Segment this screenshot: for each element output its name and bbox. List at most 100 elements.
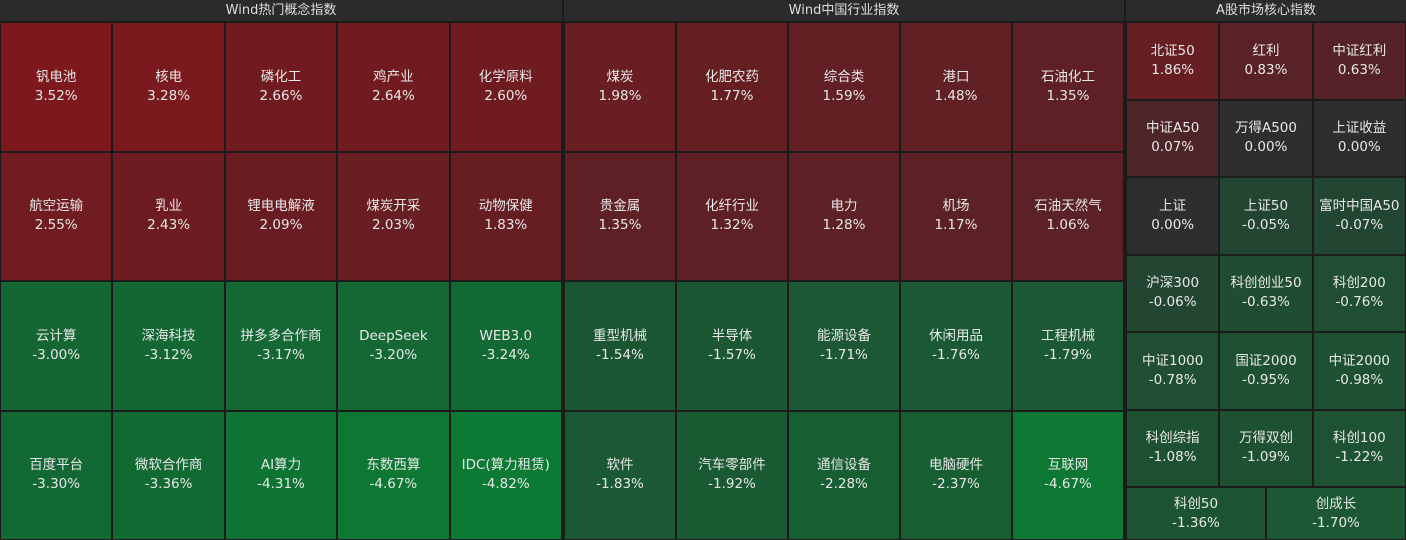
tile-change: -1.54% <box>596 346 644 363</box>
tile-name: 创成长 <box>1315 495 1357 512</box>
tile: 化肥农药 1.77% <box>676 22 788 152</box>
tile-name: 综合类 <box>823 68 865 85</box>
tile-name: 百度平台 <box>29 457 84 474</box>
tile-name: IDC(算力租赁) <box>461 457 550 474</box>
tile-change: -3.00% <box>32 346 81 363</box>
tile: 科创100 -1.22% <box>1312 409 1406 487</box>
tile: 综合类 1.59% <box>788 22 900 152</box>
tile: 万得双创 -1.09% <box>1219 409 1313 487</box>
tile-change: 0.00% <box>1244 139 1288 156</box>
tile-change: 1.17% <box>934 217 978 234</box>
tile-change: -3.20% <box>369 346 418 363</box>
tile: 鸡产业 2.64% <box>337 22 450 152</box>
tile: 国证2000 -0.95% <box>1219 332 1313 410</box>
tile-name: 国证2000 <box>1235 352 1297 369</box>
tile: 北证50 1.86% <box>1126 22 1220 100</box>
tile: 万得A500 0.00% <box>1219 99 1313 177</box>
tile-change: 2.64% <box>371 87 415 104</box>
tile-change: -0.63% <box>1242 294 1290 311</box>
tile-name: 微软合作商 <box>134 457 203 474</box>
tile-name: 中证1000 <box>1141 352 1204 369</box>
tile-change: -1.70% <box>1312 514 1360 531</box>
tile-name: 磷化工 <box>260 68 302 85</box>
tile-name: 化纤行业 <box>705 198 759 215</box>
tile-change: -1.76% <box>932 346 980 363</box>
tile-name: 万得A500 <box>1234 120 1297 137</box>
tile: IDC(算力租赁) -4.82% <box>449 410 562 540</box>
tile-change: 1.35% <box>1046 87 1090 104</box>
tile: 上证 0.00% <box>1126 177 1220 255</box>
tile-name: 科创100 <box>1332 430 1386 447</box>
tile-change: 1.77% <box>710 87 754 104</box>
tile-change: -2.28% <box>820 476 868 493</box>
tile-name: 万得双创 <box>1238 430 1293 447</box>
tile-change: -4.31% <box>257 476 305 493</box>
tile-name: 中证红利 <box>1332 42 1387 59</box>
tile-change: -3.12% <box>144 346 193 363</box>
tile-change: 3.52% <box>34 87 78 104</box>
tile-change: 0.00% <box>1151 216 1195 233</box>
tile: 锂电电解液 2.09% <box>224 151 338 281</box>
tile-name: DeepSeek <box>359 327 428 344</box>
tile: 中证红利 0.63% <box>1312 22 1406 100</box>
tile-change: -1.71% <box>820 346 868 363</box>
tile-name: 中证A50 <box>1145 120 1200 137</box>
tile-change: -1.22% <box>1335 449 1384 466</box>
tile-name: 能源设备 <box>817 327 871 344</box>
tile: 煤炭开采 2.03% <box>337 151 450 281</box>
tile: 富时中国A50 -0.07% <box>1312 177 1406 255</box>
tile-change: 2.60% <box>484 87 528 104</box>
tile-name: 乳业 <box>155 198 183 215</box>
tile-change: 1.86% <box>1151 61 1195 78</box>
tile-change: 1.83% <box>484 217 528 234</box>
tile: 科创200 -0.76% <box>1312 254 1406 332</box>
tile-name: 石油化工 <box>1041 68 1095 85</box>
tile-change: 2.09% <box>259 217 303 234</box>
tile-change: 2.66% <box>259 87 303 104</box>
tile-name: 深海科技 <box>141 327 196 344</box>
tile-change: -4.82% <box>481 476 530 493</box>
tile-name: 工程机械 <box>1041 327 1095 344</box>
tile-change: -1.09% <box>1242 449 1290 466</box>
tile-name: 锂电电解液 <box>247 198 315 215</box>
tile: 煤炭 1.98% <box>564 22 676 152</box>
tile-change: -2.37% <box>932 476 980 493</box>
tile-change: 3.28% <box>147 87 191 104</box>
tile-name: 半导体 <box>711 327 753 344</box>
tile-change: 1.98% <box>598 87 642 104</box>
tile: 钒电池 3.52% <box>0 22 113 152</box>
tile: 乳业 2.43% <box>112 151 225 281</box>
tile: 上证收益 0.00% <box>1312 99 1406 177</box>
tile-name: 东数西算 <box>366 457 421 474</box>
tile-name: 动物保健 <box>478 198 533 215</box>
tile-name: 鸡产业 <box>373 68 414 85</box>
tile-name: 化肥农药 <box>705 68 759 85</box>
tile-name: 电脑硬件 <box>929 457 983 474</box>
tile-change: -0.76% <box>1335 294 1384 311</box>
tile-name: 核电 <box>155 68 183 85</box>
tile-name: 煤炭开采 <box>366 198 421 215</box>
tile: 红利 0.83% <box>1219 22 1313 100</box>
tile: 化学原料 2.60% <box>449 22 562 152</box>
tile: 东数西算 -4.67% <box>337 410 450 540</box>
tile-name: 云计算 <box>35 327 77 344</box>
tile-name: 化学原料 <box>478 68 533 85</box>
tile-name: 电力 <box>830 198 858 215</box>
tile: 石油化工 1.35% <box>1012 22 1124 152</box>
tile: 科创综指 -1.08% <box>1126 409 1220 487</box>
tile: 云计算 -3.00% <box>0 281 113 411</box>
tile: 互联网 -4.67% <box>1012 410 1124 540</box>
tile: 拼多多合作商 -3.17% <box>224 281 338 411</box>
tile-name: 拼多多合作商 <box>240 327 322 344</box>
tile-name: 软件 <box>606 457 634 474</box>
tile: 重型机械 -1.54% <box>564 281 676 411</box>
tile: 贵金属 1.35% <box>564 151 676 281</box>
tile-change: 1.59% <box>822 87 866 104</box>
tile-change: -4.67% <box>369 476 418 493</box>
tile-change: 0.00% <box>1337 139 1381 156</box>
tile-name: 互联网 <box>1047 457 1089 474</box>
tile-name: 通信设备 <box>817 457 871 474</box>
tile-name: 中证2000 <box>1328 352 1390 369</box>
tile-change: 0.07% <box>1151 139 1195 156</box>
